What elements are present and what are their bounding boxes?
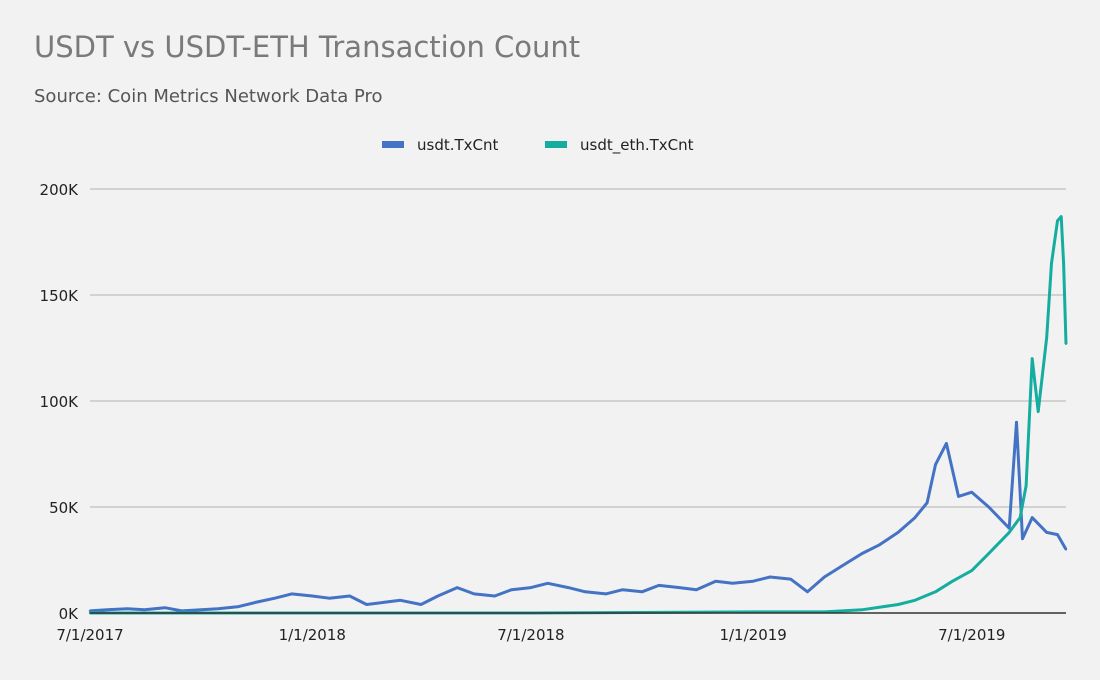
legend-label: usdt_eth.TxCnt [580, 136, 694, 155]
data-point [714, 580, 717, 583]
data-point [860, 552, 864, 555]
data-point [934, 463, 937, 466]
data-point [163, 606, 167, 609]
data-point [751, 580, 755, 583]
y-tick-label: 200K [40, 181, 80, 199]
data-point [970, 569, 973, 572]
legend-swatch [382, 141, 404, 148]
data-point [806, 590, 809, 593]
data-point [273, 596, 277, 600]
data-point [1021, 537, 1024, 540]
data-point [877, 543, 880, 547]
data-point [896, 531, 900, 534]
data-point [1015, 421, 1018, 424]
data-point [970, 490, 973, 494]
data-point [88, 609, 92, 613]
data-point [1056, 533, 1059, 536]
x-tick-label: 7/1/2019 [938, 626, 1005, 644]
data-point [1024, 484, 1028, 487]
data-point [1059, 215, 1063, 218]
data-point [913, 599, 917, 602]
data-point [143, 608, 146, 612]
data-point [567, 586, 570, 589]
data-point [546, 582, 550, 585]
data-point [621, 588, 624, 591]
data-point [987, 552, 990, 555]
data-point [456, 586, 459, 589]
y-tick-label: 0K [59, 605, 80, 623]
x-tick-label: 7/1/2018 [497, 626, 564, 644]
data-point [731, 582, 734, 585]
data-point [436, 594, 440, 598]
data-point [311, 594, 314, 598]
data-point [695, 588, 698, 591]
y-tick-label: 100K [40, 393, 80, 411]
data-point [768, 575, 772, 579]
chart-subtitle: Source: Coin Metrics Network Data Pro [34, 86, 383, 107]
data-point [493, 594, 496, 598]
data-point [860, 608, 864, 612]
chart-title: USDT vs USDT-ETH Transaction Count [34, 30, 581, 64]
data-point [1030, 357, 1034, 360]
y-tick-label: 50K [49, 499, 79, 517]
data-point [840, 565, 843, 568]
series-line-usdt-eth-txcnt [90, 215, 1068, 615]
x-tick-label: 1/1/2018 [279, 626, 346, 644]
data-point [823, 575, 826, 579]
data-point [1064, 342, 1068, 345]
legend-label: usdt.TxCnt [417, 136, 499, 154]
data-point [510, 588, 513, 591]
data-point [1018, 516, 1022, 519]
data-point [254, 601, 257, 604]
data-point [126, 607, 129, 610]
data-point [1056, 219, 1059, 222]
data-point [1062, 262, 1065, 265]
data-point [529, 586, 533, 589]
data-point [789, 577, 792, 581]
data-point [1045, 336, 1048, 339]
data-point [382, 601, 385, 604]
data-point [896, 603, 900, 606]
data-point [584, 590, 587, 593]
data-point [1050, 262, 1053, 265]
data-point [913, 516, 917, 519]
x-tick-label: 1/1/2019 [719, 626, 786, 644]
data-point [657, 584, 661, 587]
data-point [216, 607, 220, 610]
data-point [934, 590, 937, 593]
data-point [237, 605, 240, 608]
data-point [1030, 516, 1034, 519]
data-point [327, 596, 331, 600]
data-point [472, 592, 476, 596]
data-point [957, 495, 960, 498]
data-point [1008, 527, 1011, 530]
x-tick-label: 7/1/2017 [56, 626, 123, 644]
data-point [1064, 548, 1068, 551]
data-point [945, 442, 948, 445]
data-point [1008, 531, 1011, 534]
data-point [348, 594, 351, 598]
data-point [1037, 410, 1040, 413]
data-point [987, 505, 990, 509]
data-point [925, 501, 929, 504]
data-point [604, 592, 607, 596]
data-point [180, 609, 184, 613]
y-tick-label: 150K [40, 287, 80, 305]
data-point [951, 580, 954, 583]
data-point [199, 608, 203, 612]
data-point [365, 603, 368, 606]
data-point [419, 603, 423, 606]
data-point [1045, 531, 1048, 534]
series-line-usdt-txcnt [89, 420, 1068, 613]
data-point [678, 586, 681, 589]
legend-swatch [545, 141, 567, 148]
data-point [105, 608, 109, 612]
data-point [290, 592, 293, 596]
data-point [399, 599, 402, 602]
data-point [640, 590, 644, 593]
